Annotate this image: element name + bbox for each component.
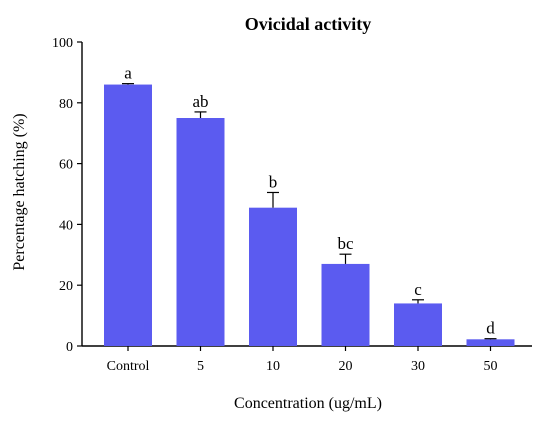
significance-label: a (124, 64, 132, 83)
significance-label: ab (192, 92, 208, 111)
bar (394, 303, 442, 346)
significance-label: b (269, 172, 278, 191)
y-tick-label: 60 (59, 158, 73, 173)
bar (249, 207, 297, 346)
bar (176, 118, 225, 346)
bar (466, 339, 515, 346)
x-axis-label: Concentration (ug/mL) (234, 395, 382, 412)
significance-label: d (486, 319, 495, 338)
y-tick-label: 20 (59, 279, 73, 294)
y-axis-label: Percentage hatching (%) (11, 113, 28, 270)
x-tick-label: 30 (411, 359, 425, 374)
y-tick-label: 80 (59, 97, 73, 112)
x-tick-label: 5 (197, 359, 204, 374)
x-tick-label: 20 (339, 359, 353, 374)
bar (104, 84, 152, 346)
chart-title: Ovicidal activity (245, 14, 371, 34)
bar (321, 263, 370, 346)
significance-label: bc (337, 234, 354, 253)
y-tick-label: 0 (66, 340, 73, 355)
y-tick-label: 40 (59, 218, 73, 233)
significance-label: c (414, 280, 422, 299)
plot-area: 0 20 40 60 80 100 a Control ab 5 b 10 bc 20 c 30 d 50 (52, 36, 532, 374)
x-tick-label: Control (107, 359, 150, 374)
x-tick-label: 50 (484, 359, 498, 374)
x-tick-label: 10 (266, 359, 280, 374)
y-tick-label: 100 (52, 36, 73, 51)
